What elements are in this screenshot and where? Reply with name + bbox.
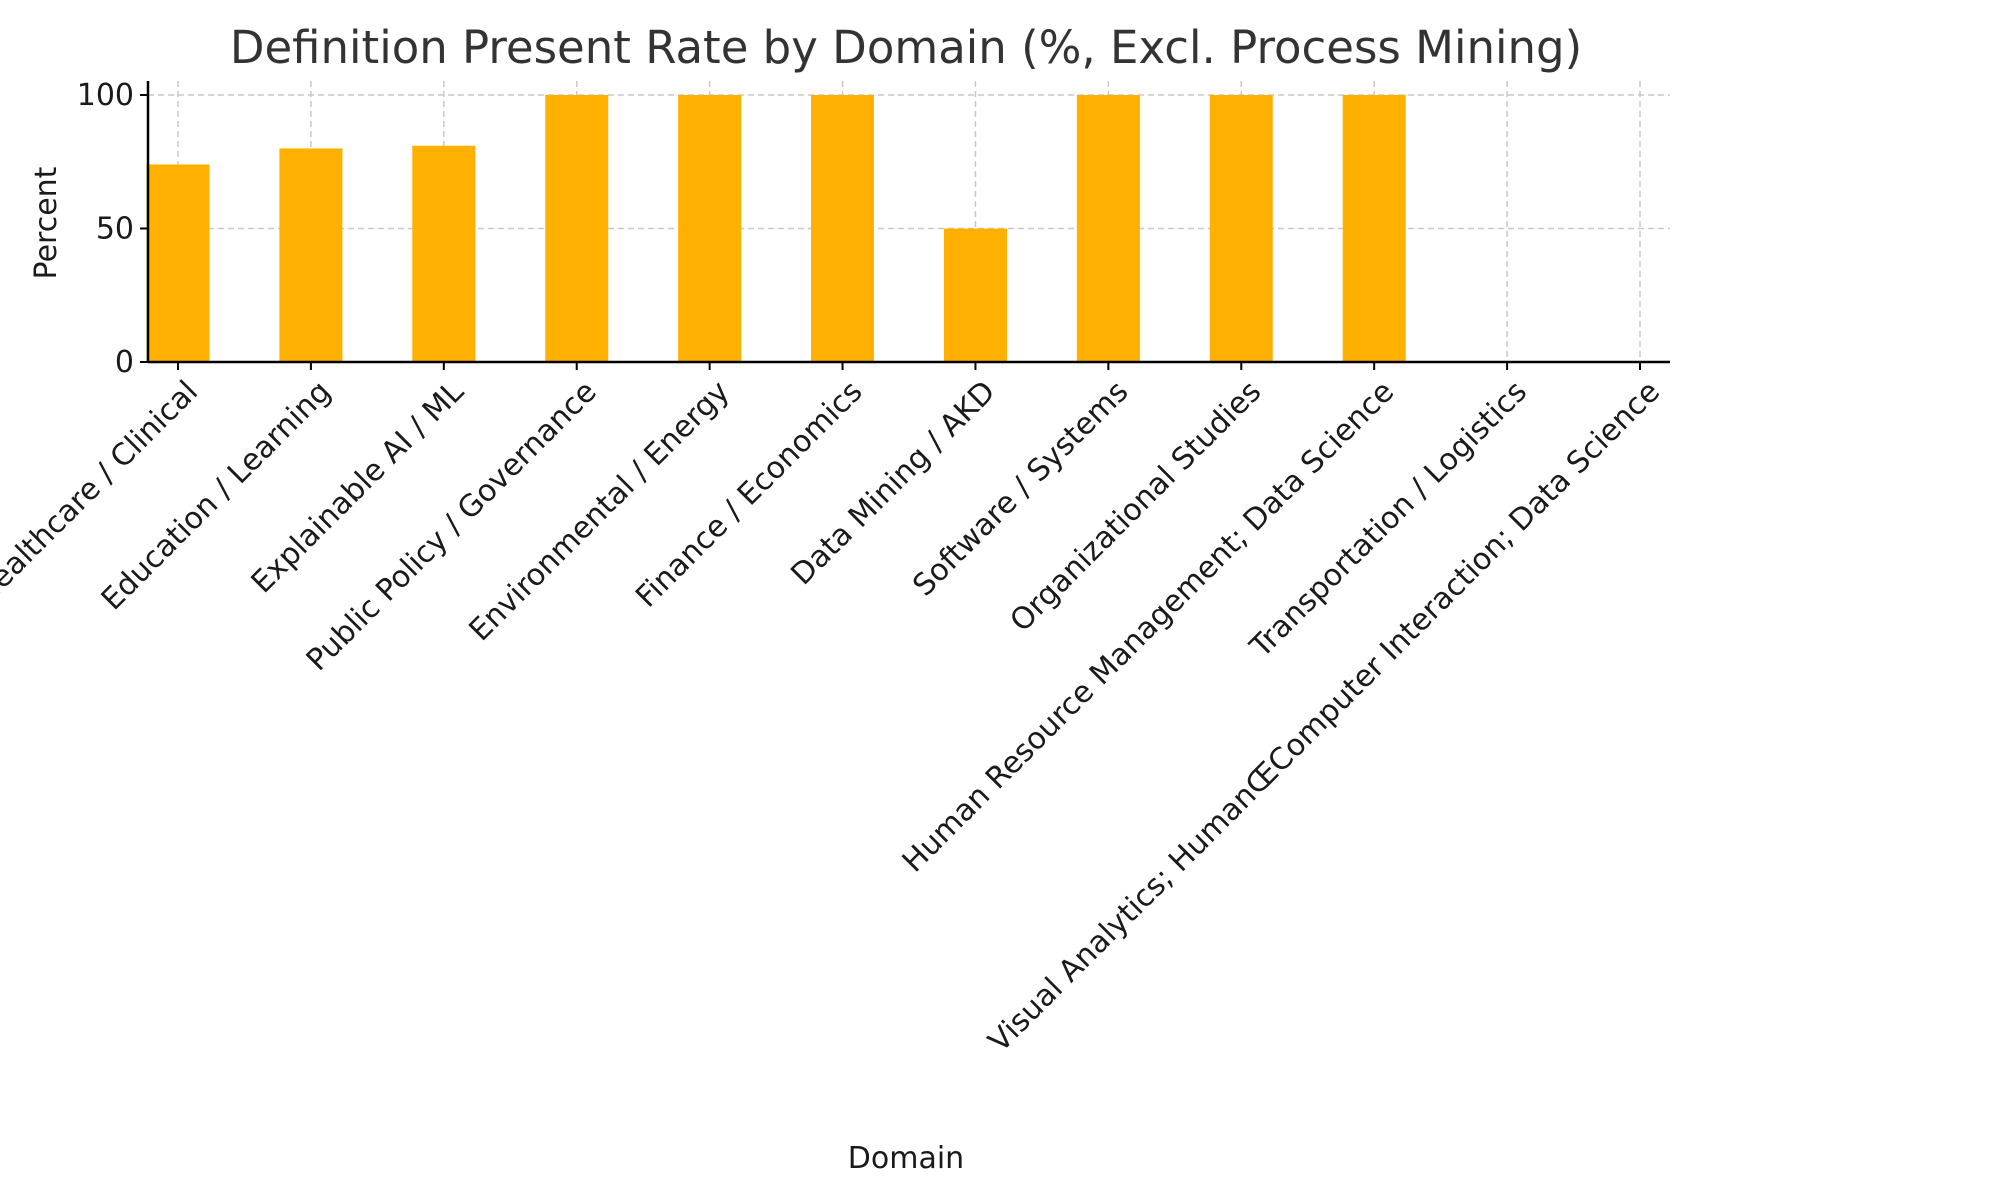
bar [545, 95, 609, 362]
bar [1076, 95, 1140, 362]
y-tick-label: 100 [77, 78, 134, 113]
axes [140, 81, 1670, 370]
x-tick-label: Visual Analytics; HumanŒComputer Interac… [982, 374, 1667, 1059]
y-tick-label: 50 [96, 212, 134, 247]
bar [1342, 95, 1406, 362]
x-tick-label: Transportation / Logistics [1243, 374, 1534, 665]
bar [678, 95, 742, 362]
x-tick-label: Human Resource Management; Data Science [896, 374, 1401, 879]
bar [943, 228, 1007, 362]
x-tick-label: Public Policy / Governance [300, 374, 604, 678]
x-tick-label: Education / Learning [95, 374, 338, 617]
bar [146, 164, 210, 362]
bars [146, 95, 1406, 362]
y-tick-labels: 0 50 100 [77, 78, 134, 380]
x-tick-label: Finance / Economics [629, 374, 869, 614]
bar [1209, 95, 1273, 362]
x-tick-label: Software / Systems [906, 374, 1135, 603]
y-tick-label: 0 [115, 345, 134, 380]
x-tick-label: Healthcare / Clinical [0, 374, 205, 612]
x-tick-label: Organizational Studies [1003, 374, 1268, 639]
x-axis-label: Domain [848, 1141, 964, 1176]
y-axis-label: Percent [29, 166, 64, 279]
bar [279, 148, 343, 362]
bar [412, 145, 476, 362]
x-tick-label: Environmental / Energy [463, 374, 737, 648]
grid [148, 81, 1670, 363]
chart-title: Definition Present Rate by Domain (%, Ex… [230, 21, 1582, 74]
bar [811, 95, 875, 362]
